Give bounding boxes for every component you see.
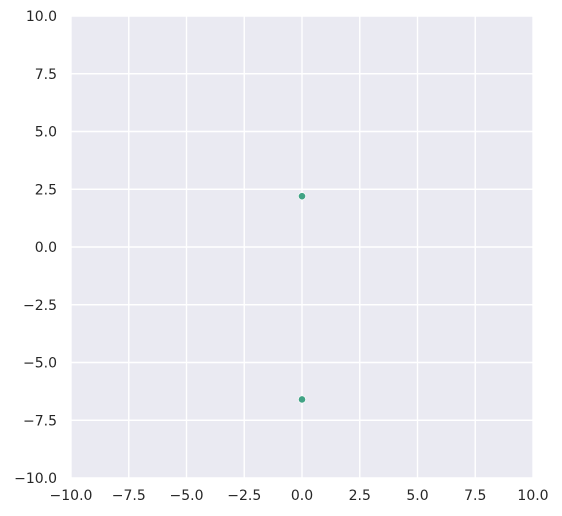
y-tick-label: −2.5 (23, 298, 57, 314)
x-tick-label: 0.0 (291, 488, 313, 504)
y-tick-label: −7.5 (23, 413, 57, 429)
x-axis-ticks: −10.0 −7.5 −5.0 −2.5 0.0 2.5 5.0 7.5 10.0 (50, 488, 549, 504)
x-tick-label: −2.5 (227, 488, 261, 504)
x-tick-label: 10.0 (517, 488, 548, 504)
x-tick-label: 7.5 (464, 488, 486, 504)
y-tick-label: 0.0 (35, 240, 57, 256)
y-tick-label: −10.0 (14, 471, 57, 487)
x-tick-label: −7.5 (112, 488, 146, 504)
data-points (298, 192, 306, 404)
y-tick-label: 10.0 (26, 9, 57, 25)
x-tick-label: −10.0 (50, 488, 93, 504)
y-tick-label: 2.5 (35, 182, 57, 198)
x-tick-label: 5.0 (406, 488, 428, 504)
y-tick-label: −5.0 (23, 356, 57, 372)
y-axis-ticks: −10.0 −7.5 −5.0 −2.5 0.0 2.5 5.0 7.5 10.0 (14, 9, 57, 487)
data-point (298, 395, 306, 404)
data-point (298, 192, 306, 201)
x-tick-label: −5.0 (170, 488, 204, 504)
grid (70, 15, 534, 479)
x-tick-label: 2.5 (349, 488, 371, 504)
y-tick-label: 7.5 (35, 67, 57, 83)
y-tick-label: 5.0 (35, 125, 57, 141)
